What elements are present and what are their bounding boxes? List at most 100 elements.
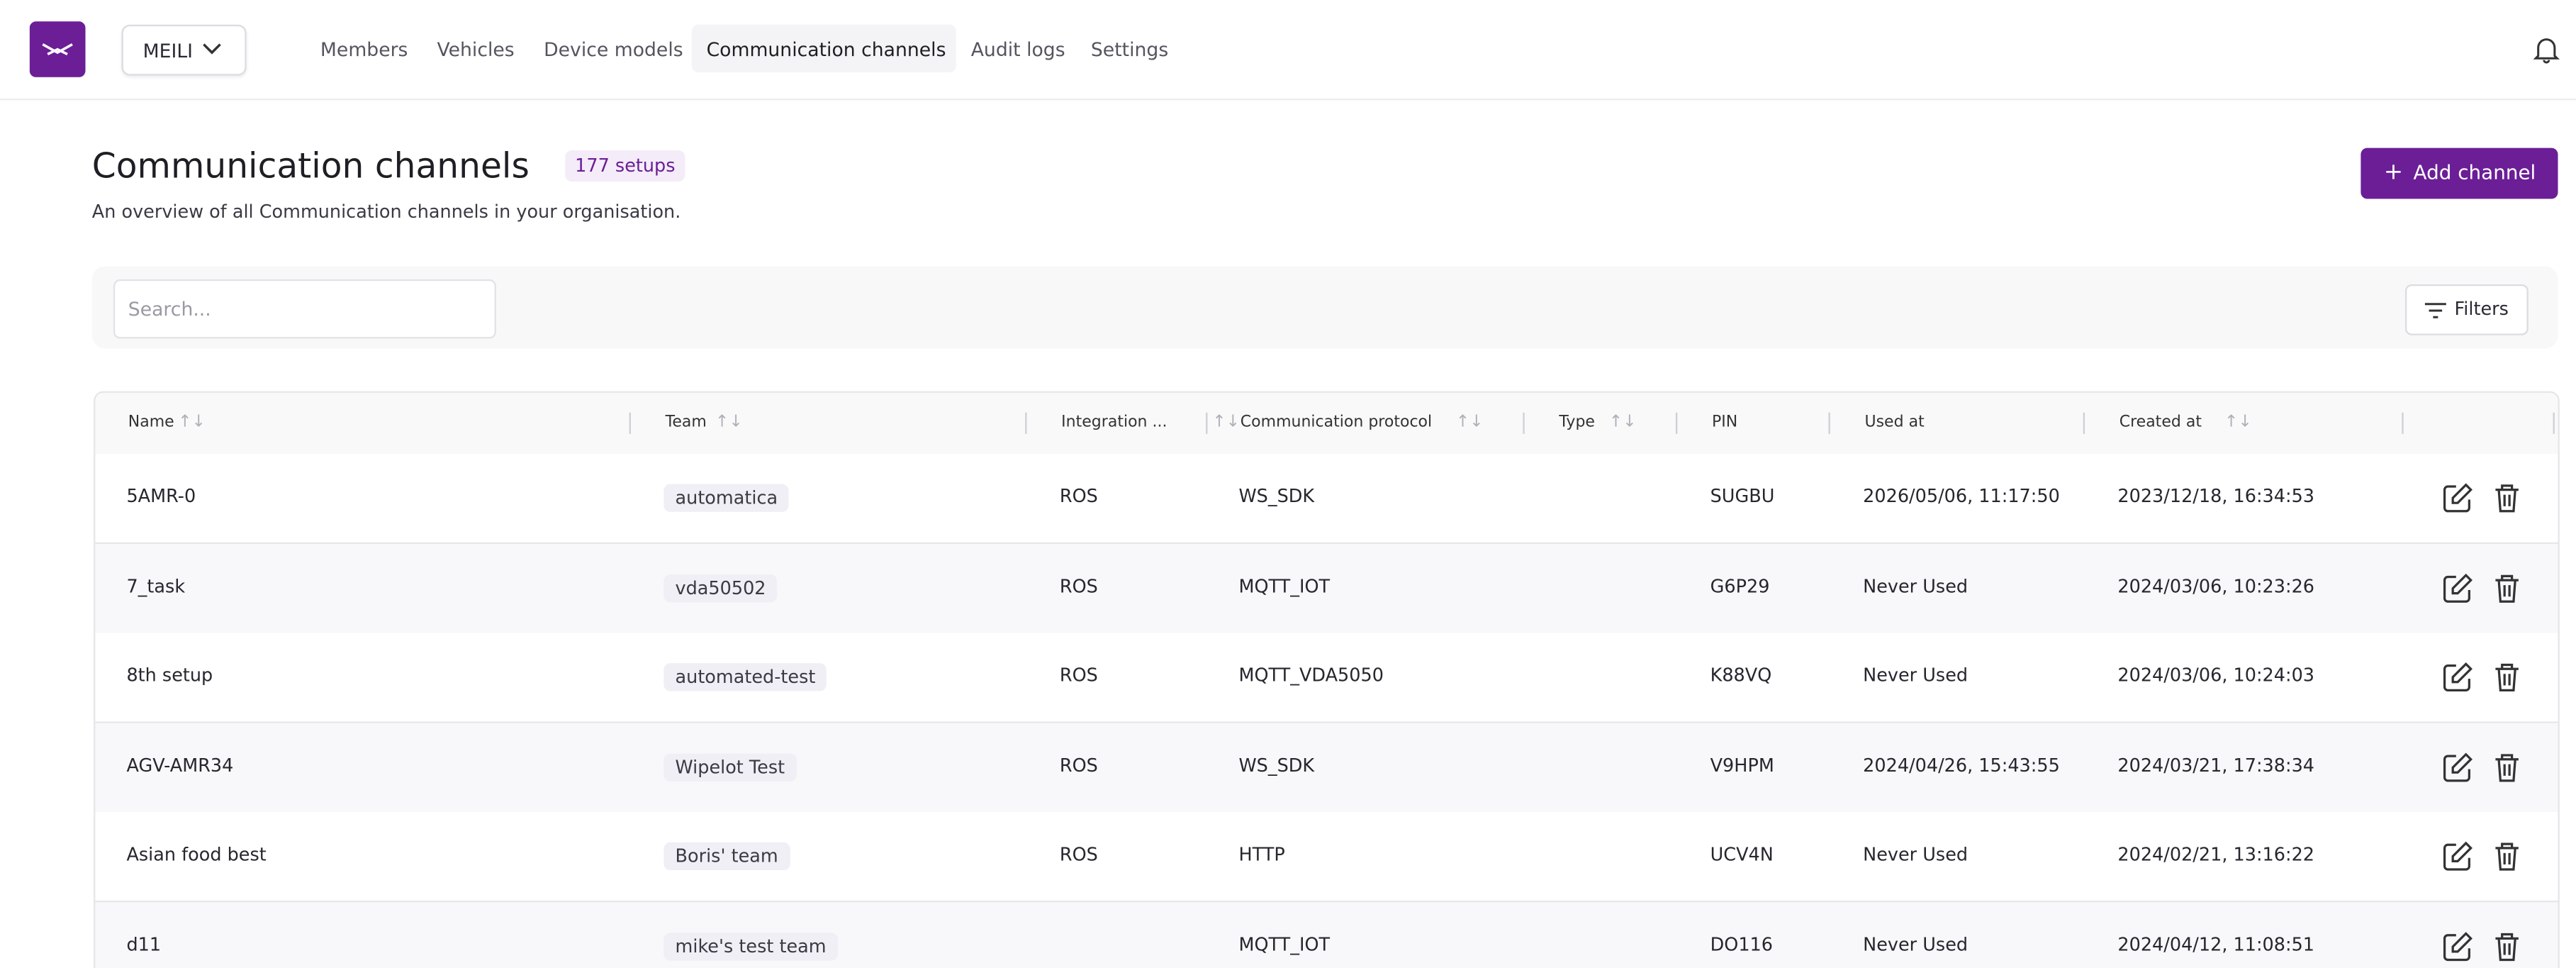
column-header[interactable]: Integration ... <box>1061 413 1167 432</box>
column-header[interactable]: Created at <box>2119 413 2202 432</box>
delete-icon <box>2495 484 2519 513</box>
edit-button[interactable] <box>2441 930 2474 962</box>
table-header <box>95 392 2558 455</box>
delete-icon <box>2495 842 2519 871</box>
delete-icon <box>2495 663 2519 692</box>
team-tag: mike's test team <box>663 932 838 960</box>
cell: ROS <box>1059 664 1098 686</box>
table-row <box>95 453 2558 545</box>
cell: 2023/12/18, 16:34:53 <box>2117 485 2315 507</box>
sort-icon[interactable]: ↑↓ <box>178 413 206 432</box>
cell: Never Used <box>1863 575 1969 597</box>
cell: 2024/03/06, 10:23:26 <box>2117 575 2315 597</box>
sort-icon[interactable]: ↑↓ <box>1608 413 1637 432</box>
sort-icon[interactable]: ↑↓ <box>1212 413 1241 432</box>
logo[interactable] <box>29 21 86 77</box>
column-header[interactable]: Name <box>128 413 174 432</box>
delete-button[interactable] <box>2492 482 2522 514</box>
filters-button[interactable]: Filters <box>2404 284 2529 335</box>
delete-button[interactable] <box>2492 661 2522 694</box>
count-badge: 177 setups <box>565 150 685 182</box>
edit-button[interactable] <box>2441 482 2474 514</box>
nav-item[interactable]: Audit logs <box>970 38 1065 61</box>
cell: 8th setup <box>126 664 213 686</box>
team-tag: automated-test <box>663 663 827 691</box>
delete-icon <box>2495 574 2519 602</box>
column-header[interactable]: Communication protocol <box>1240 413 1433 432</box>
sort-icon[interactable]: ↑↓ <box>2224 413 2252 432</box>
edit-icon <box>2443 483 2473 513</box>
plus-icon: + <box>2383 159 2404 186</box>
cell: ROS <box>1059 575 1098 597</box>
nav-active-bg <box>691 24 956 72</box>
edit-icon <box>2443 572 2473 602</box>
team-tag: vda50502 <box>663 573 778 602</box>
cell: WS_SDK <box>1238 485 1315 507</box>
column-separator <box>1675 412 1678 434</box>
cell: d11 <box>126 933 162 955</box>
cell: Asian food best <box>126 844 267 866</box>
nav-item[interactable]: Members <box>320 38 408 61</box>
filters-label: Filters <box>2454 298 2509 320</box>
edit-icon <box>2443 662 2473 692</box>
cell: 2024/02/21, 13:16:22 <box>2117 844 2315 866</box>
column-separator <box>2553 412 2555 434</box>
cell: AGV-AMR34 <box>126 754 234 776</box>
org-selector[interactable]: MEILI <box>121 24 247 76</box>
cell: UCV4N <box>1710 844 1774 866</box>
search-placeholder: Search... <box>128 297 211 321</box>
sort-icon[interactable]: ↑↓ <box>715 413 743 432</box>
delete-icon <box>2495 753 2519 781</box>
page-subtitle: An overview of all Communication channel… <box>91 201 681 223</box>
org-name: MEILI <box>142 39 194 63</box>
cell: MQTT_IOT <box>1238 933 1331 955</box>
nav-item[interactable]: Vehicles <box>437 38 515 61</box>
delete-button[interactable] <box>2492 840 2522 872</box>
filter-bar <box>91 266 2558 349</box>
column-header[interactable]: Type <box>1559 413 1595 432</box>
team-tag: Wipelot Test <box>663 752 797 781</box>
table: Name ↑↓ Team ↑↓ Integration ... ↑↓ Communicati… <box>94 391 2560 968</box>
edit-icon <box>2443 752 2473 781</box>
cell: ROS <box>1059 485 1098 507</box>
cell: ROS <box>1059 844 1098 866</box>
table-row <box>95 901 2558 968</box>
cell: Never Used <box>1863 664 1969 686</box>
edit-button[interactable] <box>2441 571 2474 603</box>
edit-button[interactable] <box>2441 750 2474 783</box>
cell: ROS <box>1059 754 1098 776</box>
sort-icon[interactable]: ↑↓ <box>1455 413 1484 432</box>
cell: 7_task <box>126 575 186 597</box>
delete-button[interactable] <box>2492 750 2522 783</box>
chevron <box>203 43 221 55</box>
edit-icon <box>2443 930 2473 960</box>
cell: WS_SDK <box>1238 754 1315 776</box>
cell: SUGBU <box>1710 485 1775 507</box>
notifications[interactable] <box>2533 35 2560 65</box>
search-input[interactable]: Search... <box>113 279 496 339</box>
nav-item[interactable]: Settings <box>1090 38 1169 61</box>
button-label: Add channel <box>2413 161 2536 184</box>
delete-button[interactable] <box>2492 930 2522 962</box>
page-title: Communication channels <box>91 146 530 186</box>
nav-item[interactable]: Communication channels <box>706 38 946 61</box>
cell: Never Used <box>1863 933 1969 955</box>
column-separator <box>1025 412 1027 434</box>
edit-button[interactable] <box>2441 840 2474 872</box>
delete-button[interactable] <box>2492 571 2522 603</box>
column-header[interactable]: Used at <box>1864 413 1925 432</box>
add-channel-button[interactable]: + Add channel <box>2361 148 2558 199</box>
column-separator <box>2402 412 2404 434</box>
column-header[interactable]: Team <box>665 413 707 432</box>
edit-button[interactable] <box>2441 661 2474 694</box>
cell: MQTT_IOT <box>1238 575 1331 597</box>
cell: DO116 <box>1710 933 1773 955</box>
cell: 5AMR-0 <box>126 485 196 507</box>
cell: V9HPM <box>1710 754 1774 776</box>
nav-item[interactable]: Device models <box>544 38 683 61</box>
cell: MQTT_VDA5050 <box>1238 664 1384 686</box>
column-header[interactable]: PIN <box>1711 413 1738 432</box>
cell: 2024/04/26, 15:43:55 <box>1863 754 2060 776</box>
